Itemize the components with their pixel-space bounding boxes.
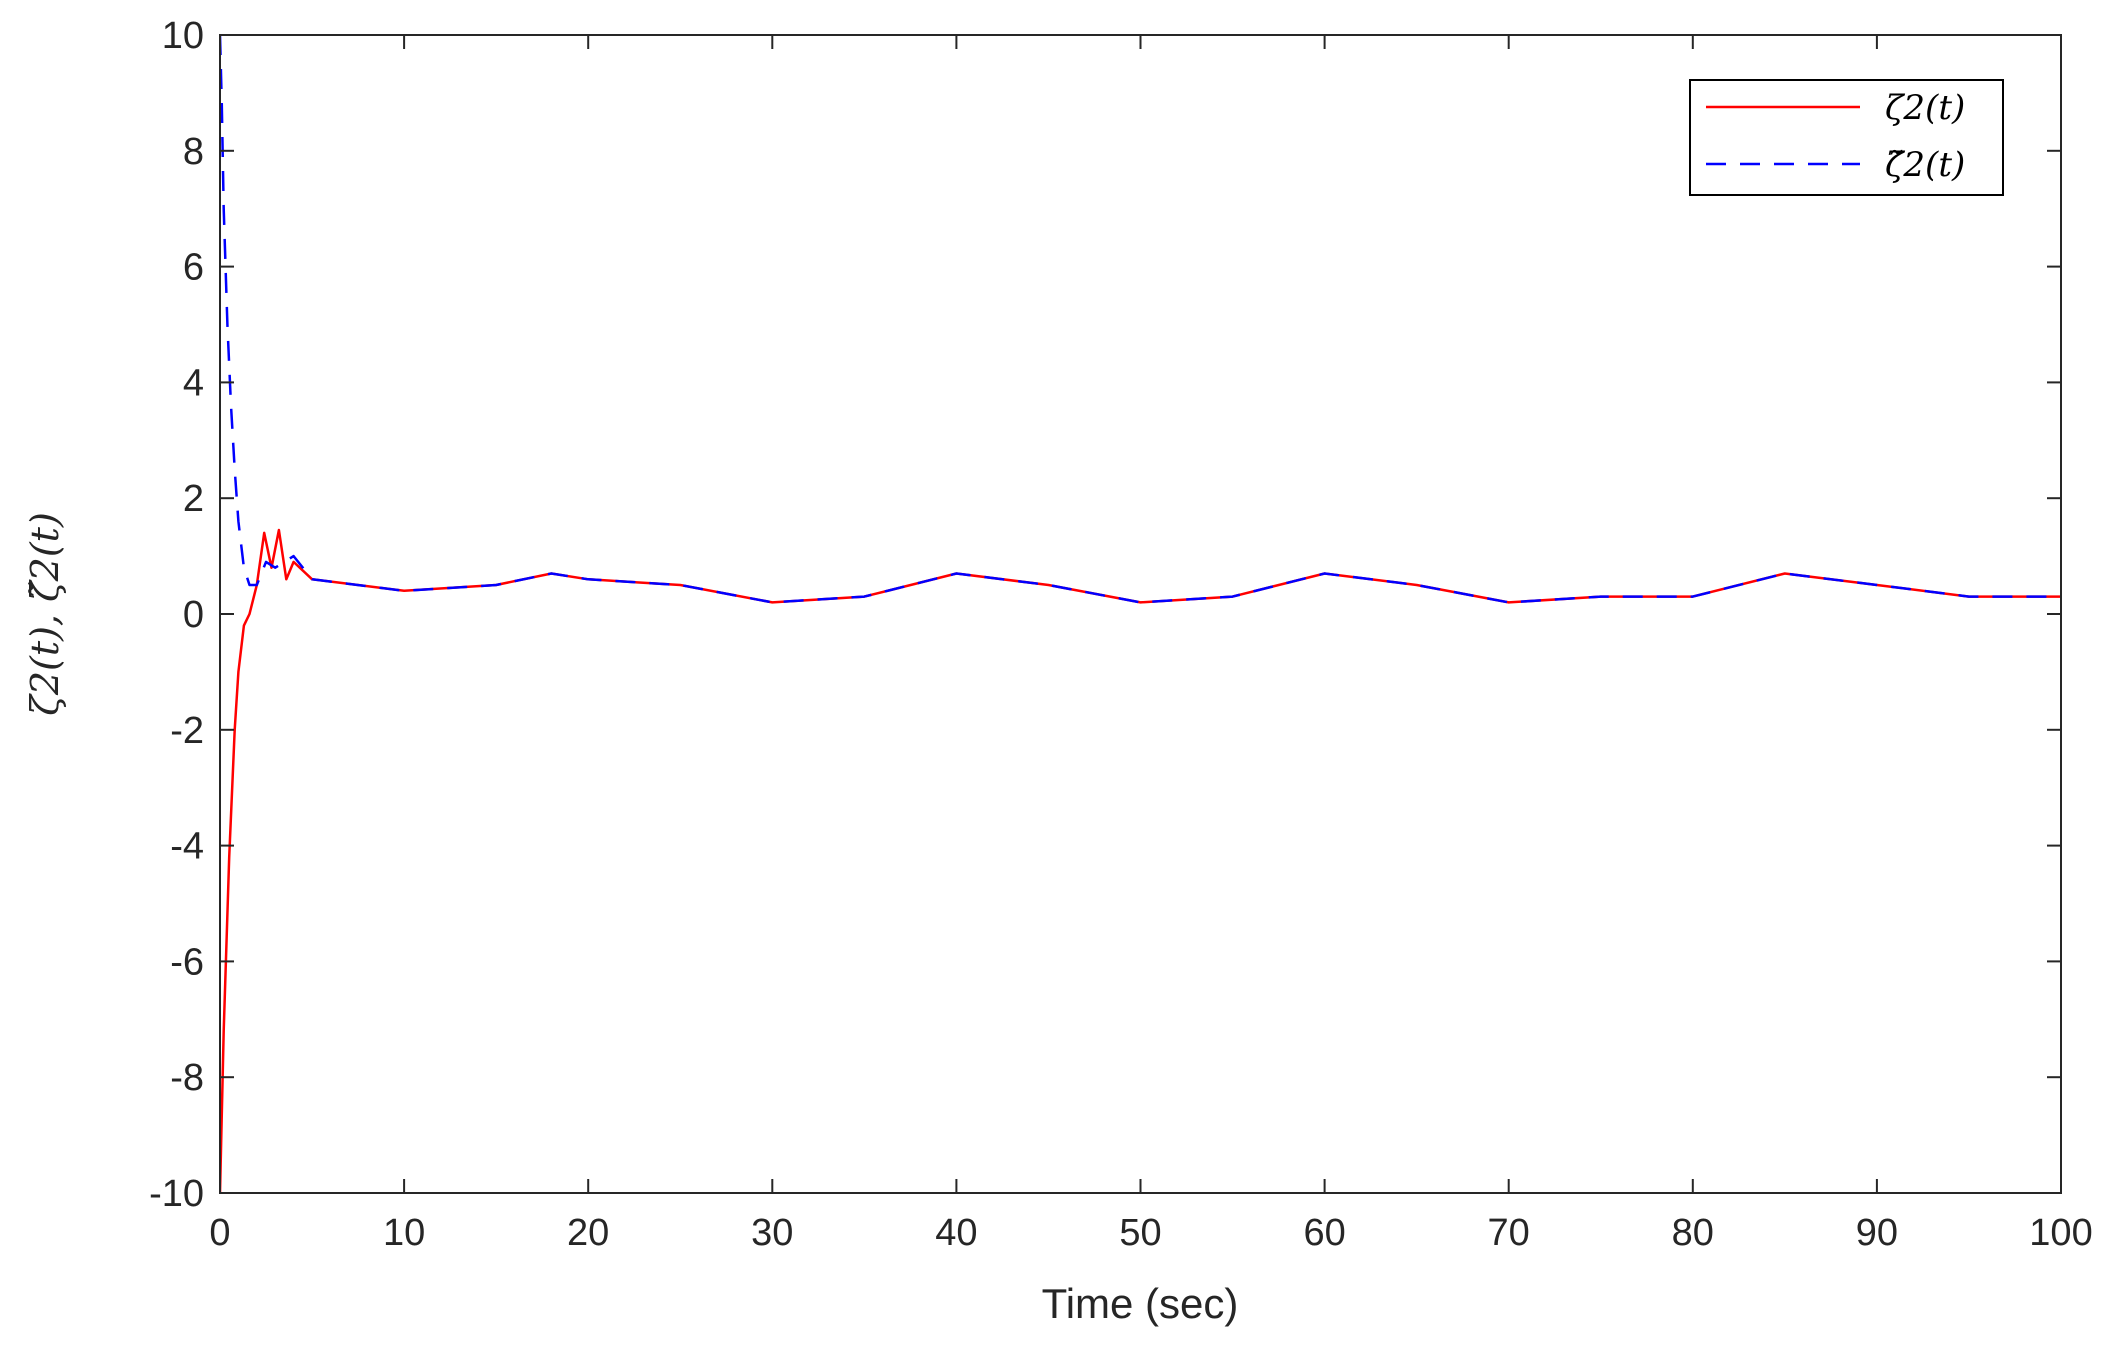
x-tick-label: 90: [1856, 1212, 1898, 1254]
series-line-2: [220, 35, 2061, 604]
legend-label-series-2: ζ̃2(t): [1885, 145, 1965, 185]
series-line-1: [220, 528, 2061, 1193]
x-tick-label: 50: [1119, 1212, 1161, 1254]
y-tick-label: 8: [183, 131, 204, 173]
x-tick-label: 60: [1303, 1212, 1345, 1254]
x-axis: 0 10 20 30 40 50 60 70 80 90 100: [209, 35, 2093, 1254]
y-tick-label: -2: [170, 710, 204, 752]
y-tick-label: 0: [183, 594, 204, 636]
legend-label-series-1: ζ2(t): [1885, 88, 1965, 128]
x-tick-label: 0: [209, 1212, 230, 1254]
x-tick-label: 10: [383, 1212, 425, 1254]
x-tick-label: 100: [2029, 1212, 2092, 1254]
x-tick-label: 30: [751, 1212, 793, 1254]
y-axis: -10 -8 -6 -4 -2 0 2 4 6 8 10: [149, 15, 2061, 1215]
y-tick-label: -4: [170, 826, 204, 868]
legend: ζ2(t) ζ̃2(t): [1689, 79, 2004, 196]
y-tick-label: -8: [170, 1057, 204, 1099]
y-tick-label: 6: [183, 247, 204, 289]
x-tick-label: 80: [1672, 1212, 1714, 1254]
y-tick-label: -10: [149, 1173, 204, 1215]
x-tick-label: 20: [567, 1212, 609, 1254]
legend-box: [1689, 79, 2004, 196]
y-tick-label: 10: [162, 15, 204, 57]
x-axis-label: Time (sec): [1042, 1280, 1239, 1327]
y-tick-label: 4: [183, 362, 204, 404]
x-tick-label: 40: [935, 1212, 977, 1254]
y-tick-label: 2: [183, 478, 204, 520]
series-layer: [220, 35, 2061, 1193]
y-tick-label: -6: [170, 941, 204, 983]
x-tick-label: 70: [1488, 1212, 1530, 1254]
y-axis-label: ζ2(t), ζ̃2(t): [23, 512, 67, 716]
